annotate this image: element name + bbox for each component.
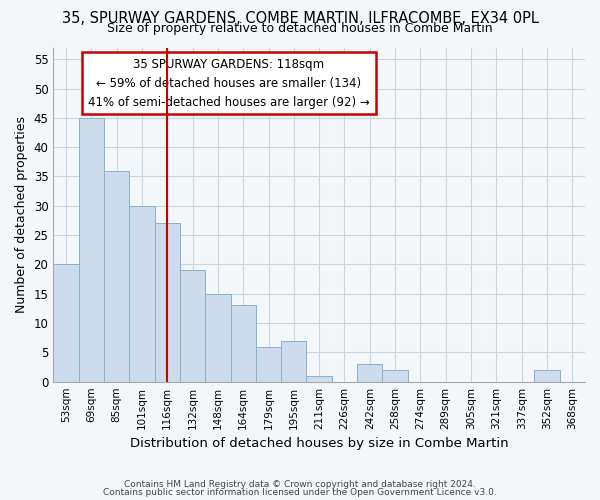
Y-axis label: Number of detached properties: Number of detached properties <box>15 116 28 313</box>
Bar <box>79 118 104 382</box>
Text: Contains HM Land Registry data © Crown copyright and database right 2024.: Contains HM Land Registry data © Crown c… <box>124 480 476 489</box>
Bar <box>205 294 230 382</box>
Bar <box>535 370 560 382</box>
Bar <box>382 370 408 382</box>
Bar <box>357 364 382 382</box>
Text: Contains public sector information licensed under the Open Government Licence v3: Contains public sector information licen… <box>103 488 497 497</box>
Text: Size of property relative to detached houses in Combe Martin: Size of property relative to detached ho… <box>107 22 493 35</box>
Text: 35 SPURWAY GARDENS: 118sqm
← 59% of detached houses are smaller (134)
41% of sem: 35 SPURWAY GARDENS: 118sqm ← 59% of deta… <box>88 58 370 108</box>
Bar <box>281 340 307 382</box>
Bar <box>256 346 281 382</box>
Text: 35, SPURWAY GARDENS, COMBE MARTIN, ILFRACOMBE, EX34 0PL: 35, SPURWAY GARDENS, COMBE MARTIN, ILFRA… <box>62 11 538 26</box>
Bar <box>230 306 256 382</box>
Bar <box>180 270 205 382</box>
Bar <box>104 170 129 382</box>
Bar <box>53 264 79 382</box>
Bar <box>155 224 180 382</box>
X-axis label: Distribution of detached houses by size in Combe Martin: Distribution of detached houses by size … <box>130 437 508 450</box>
Bar <box>307 376 332 382</box>
Bar <box>129 206 155 382</box>
